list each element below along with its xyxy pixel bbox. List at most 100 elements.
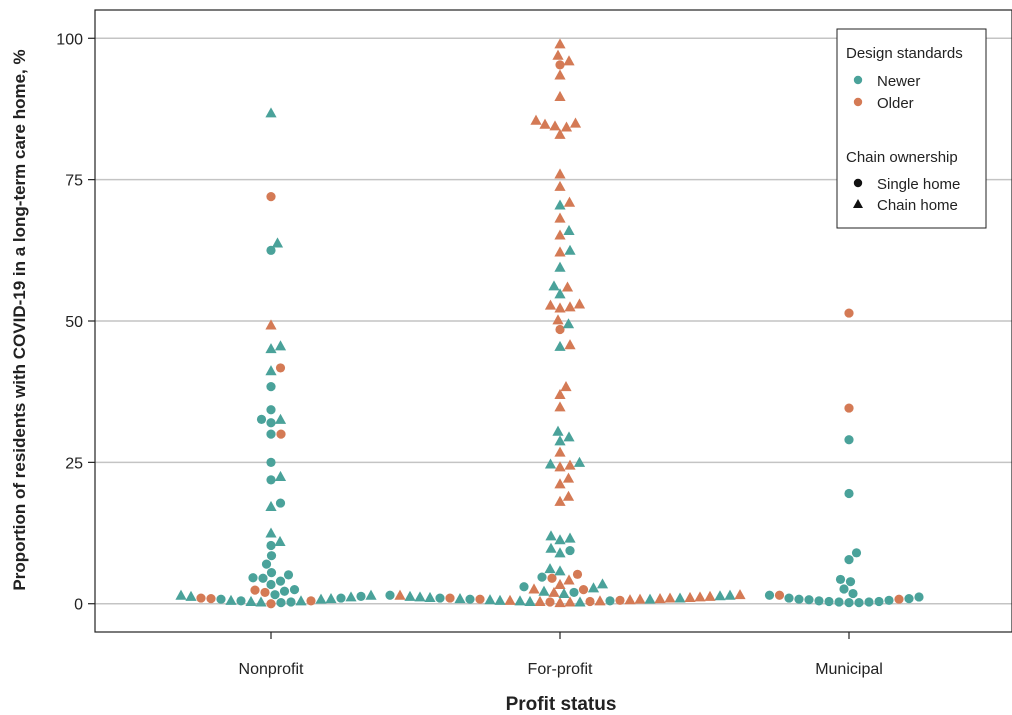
chain-home-point [554,495,566,506]
single-home-point [565,545,575,556]
single-home-point [555,60,565,70]
single-home-point [266,568,277,578]
legend-box [836,28,987,229]
chain-home-point [724,589,736,600]
chain-home-point [271,237,284,248]
chain-home-point [563,55,575,66]
chain-home-point [624,594,636,605]
chain-home-point [544,299,557,310]
chain-home-point [365,589,377,600]
chain-home-point [714,590,726,601]
chain-home-point [265,107,277,118]
chain-home-point [265,500,277,511]
chain-home-point [564,301,576,312]
chain-home-point [587,582,600,593]
single-home-point [569,587,579,598]
single-home-point [279,586,290,596]
single-home-point [256,414,267,424]
single-home-point [545,597,555,607]
chain-home-point [554,288,566,299]
chain-home-point [544,563,556,574]
chain-home-point [315,593,327,604]
chain-home-point [552,49,564,60]
single-home-point [266,457,276,467]
single-home-point [845,577,856,587]
single-home-point [844,435,854,445]
single-home-point [578,584,589,595]
y-tick-label: 100 [56,31,83,48]
single-home-point [854,597,864,608]
single-home-point [261,559,272,569]
chain-home-point [274,535,286,547]
single-home-point [834,597,844,607]
single-home-point [814,596,824,606]
single-home-point [266,475,276,485]
chain-home-point [564,339,576,350]
single-home-point [884,595,894,605]
chain-home-point [574,596,586,607]
chain-home-point [524,595,536,606]
single-home-point [537,572,547,582]
chain-home-point [560,121,573,132]
chain-home-point [573,298,586,309]
single-home-point [894,594,904,604]
single-home-point [258,573,268,583]
chain-home-point [554,388,566,399]
chain-home-point [175,589,187,600]
single-home-point [864,597,874,607]
single-home-point [848,588,858,599]
single-home-point [839,584,849,594]
chain-home-point [564,532,576,543]
single-home-point [914,592,924,602]
chain-home-point [255,596,267,607]
chain-home-point [644,593,656,604]
chain-home-point [554,168,566,179]
chain-home-point [225,594,237,605]
single-home-point [266,429,276,439]
chain-home-point [554,212,566,223]
single-home-point [270,590,280,600]
chain-home-point [554,547,566,558]
chain-home-point [424,591,436,602]
chain-home-point [185,590,197,601]
chain-home-point [562,490,575,501]
chain-home-point [563,224,575,236]
legend-color-title: Design standards [846,45,963,62]
chain-home-point [562,318,575,329]
single-home-point [465,594,475,604]
chain-home-point [554,446,566,457]
chain-home-point [563,574,575,585]
single-home-point [804,595,814,605]
chain-home-point [414,591,426,602]
single-home-point [445,593,455,603]
chain-home-point [394,589,406,600]
legend-newer-label: Newer [877,73,920,90]
single-home-point [356,591,366,601]
chain-home-point [554,534,566,545]
chain-home-point [564,596,576,607]
chain-home-point [504,594,516,605]
legend: Design standards Newer Older Chain owner… [836,28,987,229]
single-home-point [286,597,296,607]
chain-home-point [295,595,307,606]
single-home-point [764,590,775,600]
chain-home-point [704,590,716,601]
single-home-point [275,498,286,508]
single-home-point [289,584,300,595]
chain-home-point [734,589,746,600]
chain-home-point [274,413,287,424]
y-axis-title: Proportion of residents with COVID-19 in… [10,49,29,590]
chain-home-point [554,246,566,257]
chain-home-point [534,595,546,606]
chain-home-point [594,595,606,606]
chain-home-point [514,595,526,606]
chain-home-point [538,585,550,596]
single-home-point [266,540,276,551]
chain-home-point [545,530,557,541]
single-home-point [844,488,854,499]
single-home-point [306,596,316,606]
single-home-point [844,308,854,318]
single-home-point [266,245,276,255]
y-tick-label: 50 [65,314,83,331]
